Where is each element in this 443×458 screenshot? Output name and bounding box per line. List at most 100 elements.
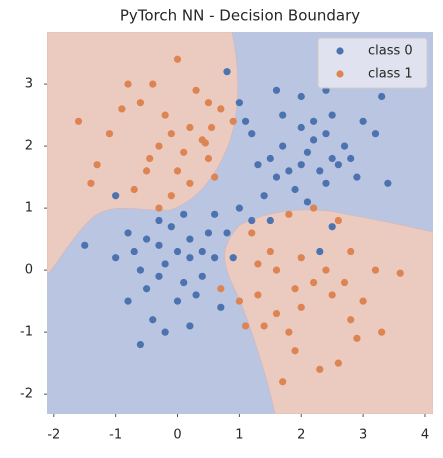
point <box>211 173 219 181</box>
point <box>186 179 194 187</box>
point <box>192 86 200 94</box>
point <box>201 139 209 147</box>
point <box>310 278 318 287</box>
legend-marker <box>336 47 344 55</box>
legend: class 0 class 1 <box>317 37 428 89</box>
class-1-region <box>224 209 433 414</box>
x-tick-label: -2 <box>47 428 60 443</box>
point <box>161 260 169 268</box>
point <box>229 254 237 262</box>
point <box>173 297 182 305</box>
point <box>378 92 386 101</box>
point <box>353 334 361 342</box>
y-tick-label: 3 <box>25 77 33 92</box>
point <box>81 241 89 249</box>
point <box>217 303 225 311</box>
point <box>207 123 216 132</box>
point <box>279 111 287 119</box>
x-tick-label: 1 <box>235 428 243 443</box>
point <box>248 130 256 138</box>
point <box>186 254 194 262</box>
point <box>291 185 299 194</box>
point <box>155 272 163 280</box>
point <box>291 285 299 293</box>
point <box>192 291 200 299</box>
point <box>167 130 175 138</box>
y-tick-label: 2 <box>25 139 33 154</box>
point <box>272 173 281 181</box>
point <box>310 136 318 144</box>
x-tick-label: 2 <box>297 428 305 443</box>
point <box>186 123 194 132</box>
legend-box <box>317 37 428 89</box>
decision-regions <box>47 32 433 414</box>
point <box>334 216 342 225</box>
point <box>248 216 256 225</box>
point <box>279 142 287 150</box>
point <box>211 254 219 262</box>
point <box>198 272 206 280</box>
point <box>297 123 305 132</box>
point <box>217 285 225 293</box>
x-tick-label: 0 <box>173 428 181 443</box>
point <box>328 291 336 299</box>
point <box>396 269 404 277</box>
point <box>186 322 194 330</box>
point <box>371 130 380 138</box>
point <box>384 179 392 187</box>
legend-label: class 1 <box>368 67 413 82</box>
point <box>235 99 243 107</box>
class-1-region <box>47 32 239 276</box>
point <box>272 86 281 94</box>
point <box>146 154 154 163</box>
point <box>266 247 274 256</box>
point <box>260 322 268 330</box>
point <box>347 154 355 163</box>
point <box>93 161 101 169</box>
point <box>303 198 312 206</box>
point <box>130 247 138 256</box>
point <box>340 278 349 287</box>
point <box>241 322 250 330</box>
point <box>186 235 194 243</box>
point <box>266 154 274 163</box>
point <box>359 297 367 305</box>
point <box>359 117 367 125</box>
point <box>254 161 262 169</box>
point <box>204 154 213 163</box>
point <box>310 204 318 212</box>
point <box>371 266 380 274</box>
y-tick-label: -1 <box>20 325 33 340</box>
point <box>118 105 126 113</box>
point <box>198 247 206 256</box>
point <box>285 167 293 175</box>
point <box>161 328 169 336</box>
point <box>87 179 95 187</box>
point <box>155 216 163 225</box>
point <box>316 365 324 373</box>
point <box>266 216 274 225</box>
legend-marker <box>336 70 344 78</box>
point <box>340 142 349 150</box>
point <box>279 378 287 386</box>
point <box>161 111 169 119</box>
y-tick-label: 1 <box>25 201 33 216</box>
point <box>353 173 361 181</box>
point <box>328 154 336 163</box>
legend-label: class 0 <box>368 44 413 59</box>
point <box>272 266 281 274</box>
point <box>124 80 132 88</box>
point <box>105 130 114 138</box>
point <box>149 316 157 324</box>
point <box>173 55 182 63</box>
point <box>347 316 355 324</box>
point <box>130 185 138 194</box>
point <box>297 254 305 262</box>
point <box>142 235 151 243</box>
point <box>136 266 145 274</box>
point <box>378 328 386 336</box>
point <box>297 161 305 169</box>
point <box>297 92 305 101</box>
point <box>254 291 262 299</box>
